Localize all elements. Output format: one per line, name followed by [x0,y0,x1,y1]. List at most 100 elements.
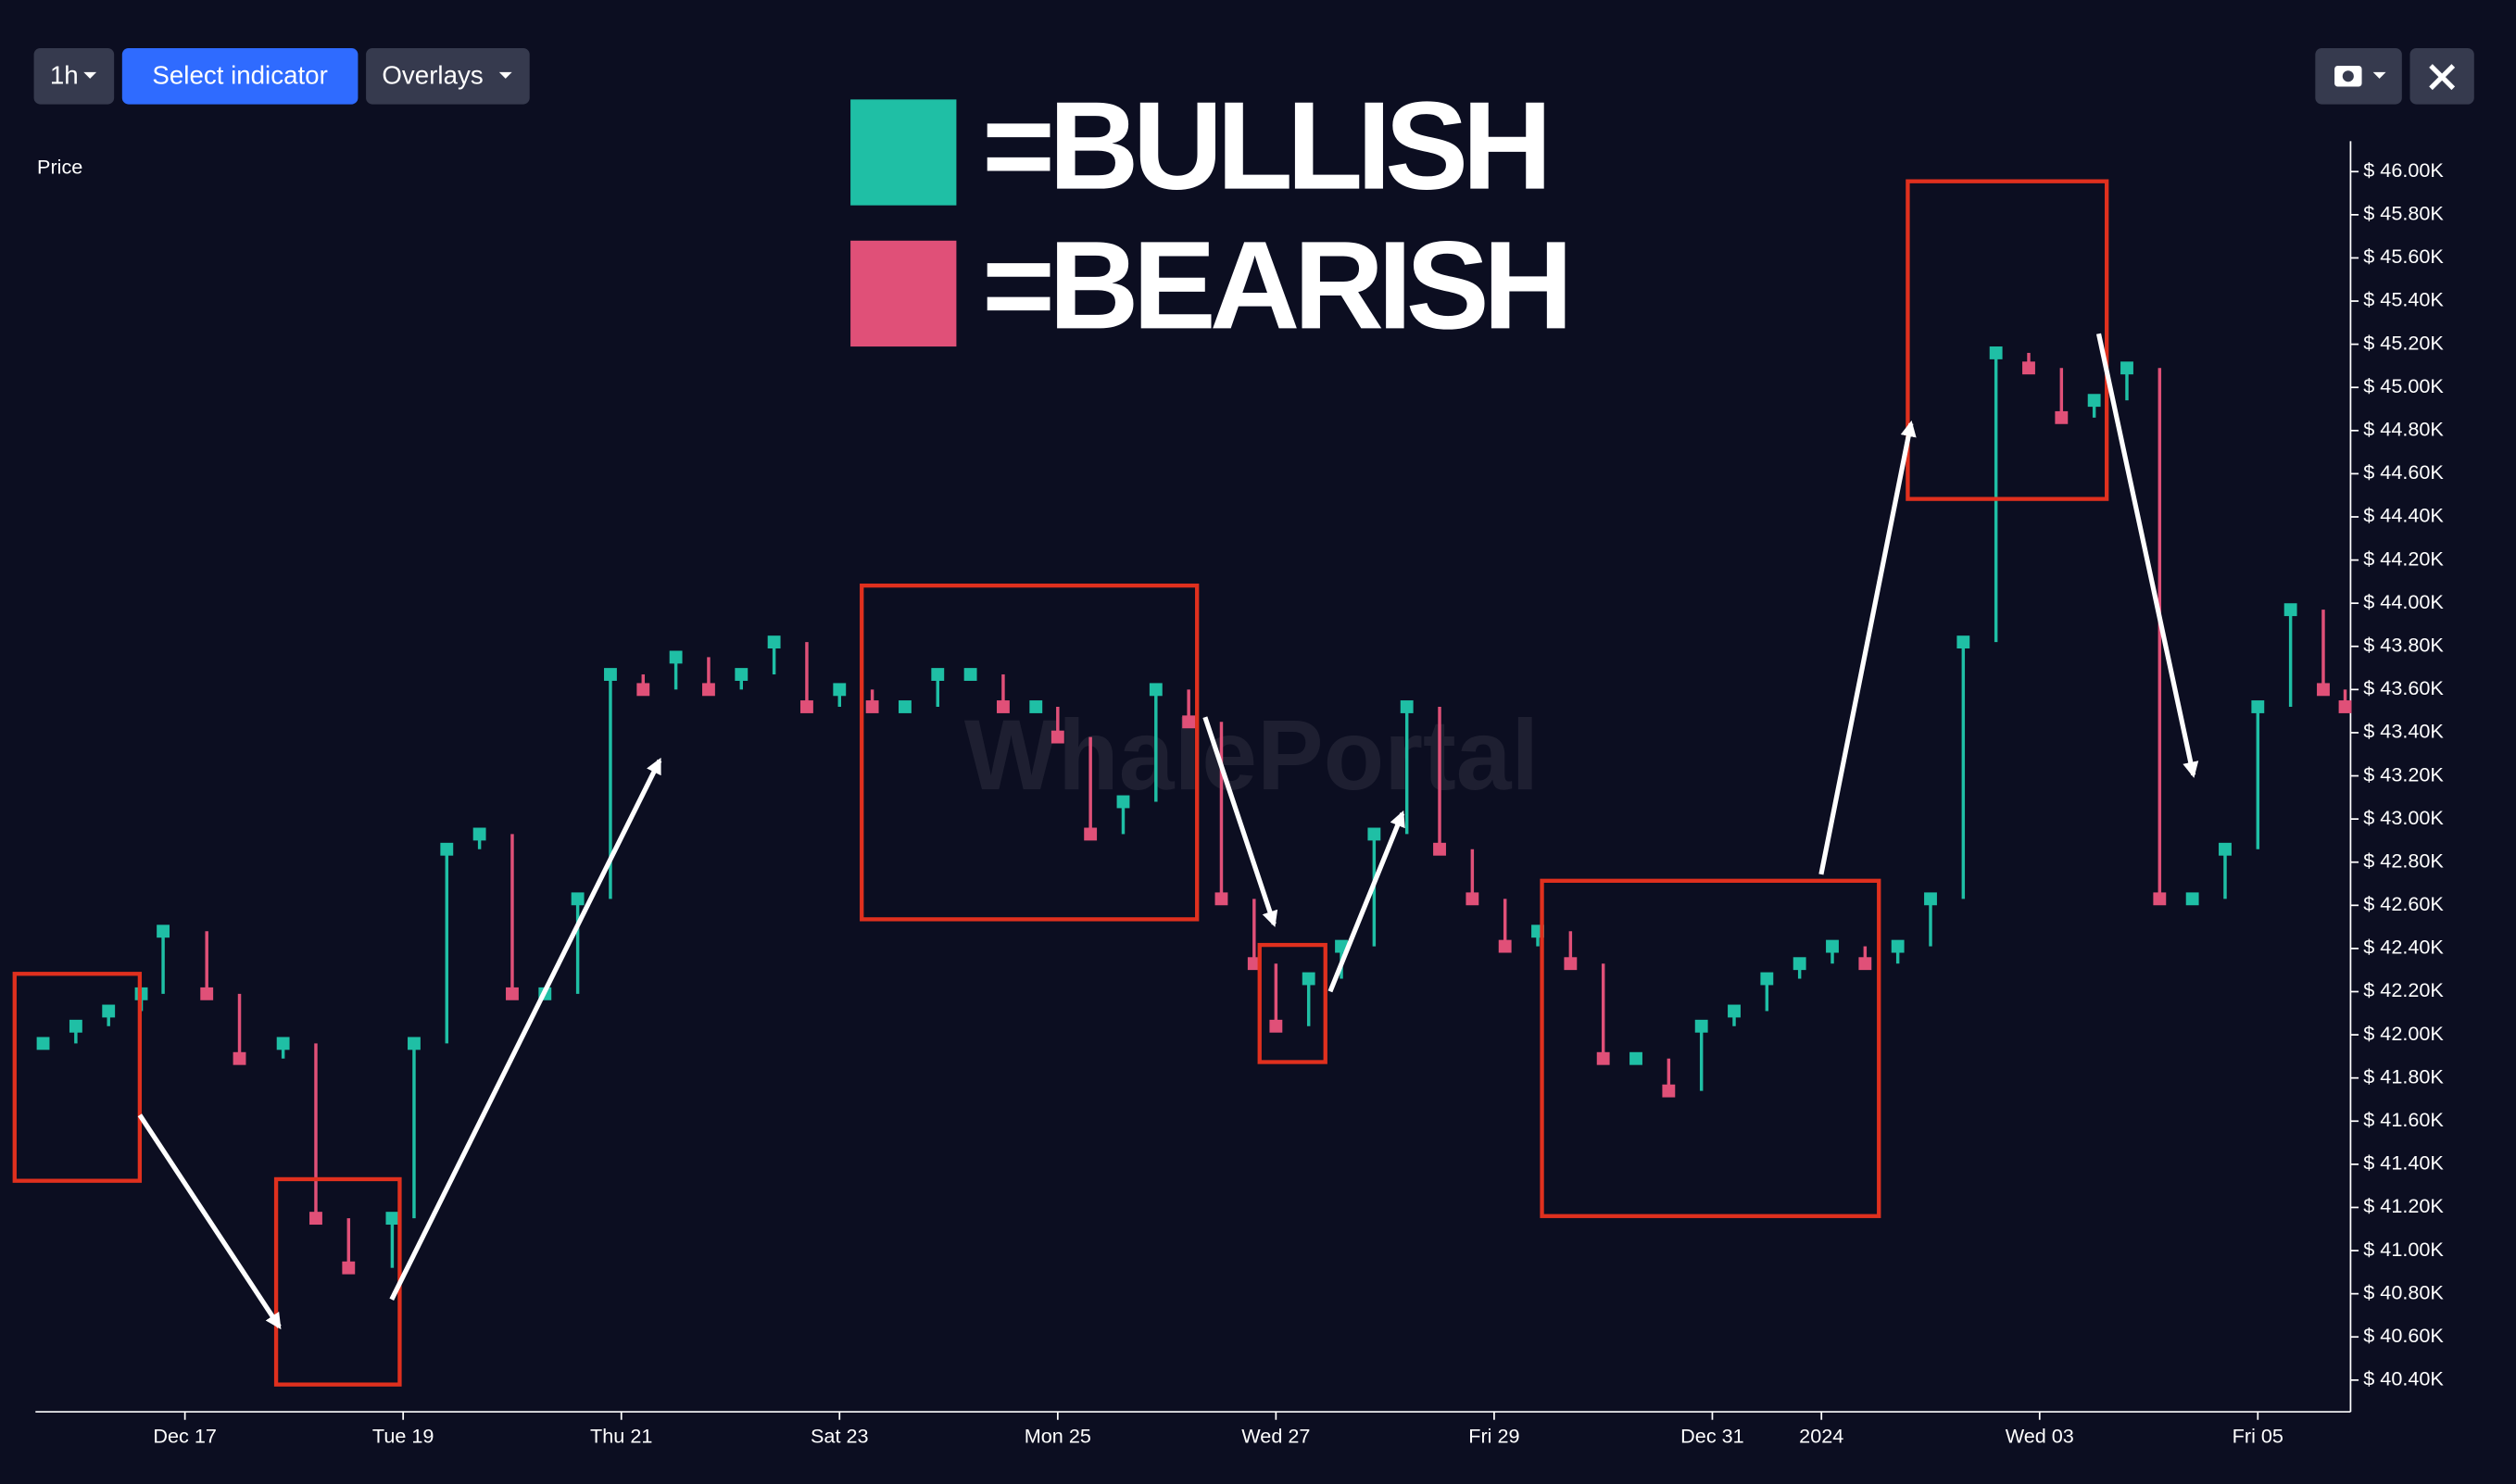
x-tick-label: Tue 19 [372,1424,434,1447]
price-marker [1858,957,1872,971]
price-marker [1116,795,1130,809]
annotation-arrows [137,333,2199,1330]
price-marker [833,683,847,697]
y-tick-label: $ 43.40K [2363,720,2444,743]
price-marker [1924,892,1937,906]
legend-swatch [850,240,957,347]
price-marker [2153,892,2167,906]
price-marker [1433,842,1446,856]
indicator-button[interactable]: Select indicator [121,47,359,105]
price-marker [440,842,454,856]
x-tick-label: Mon 25 [1025,1424,1091,1447]
plot [36,346,2352,1275]
price-marker [1498,939,1512,953]
arrow [2095,333,2199,778]
legend-label: =BULLISH [982,76,1546,216]
price-marker [200,987,214,1000]
y-tick-label: $ 43.20K [2363,762,2444,786]
y-tick-label: $ 42.80K [2363,849,2444,872]
price-marker [2185,892,2199,906]
x-tick-label: Dec 31 [1680,1424,1744,1447]
price-marker [157,924,170,938]
button-bg [366,47,530,105]
price-marker [2283,603,2297,617]
price-marker [1400,700,1414,713]
overlays-button[interactable]: Overlays [366,47,530,105]
x-tick-label: Wed 03 [2006,1424,2074,1447]
price-marker [506,987,519,1000]
price-marker [1269,1019,1283,1033]
y-axis-title: Price [37,156,82,179]
price-marker [636,683,650,697]
legend-swatch [850,99,957,206]
y-tick-label: $ 40.80K [2363,1280,2444,1303]
price-marker [899,700,912,713]
button-label: Overlays [382,60,483,89]
price-marker [1247,957,1261,971]
screenshot-button[interactable] [2315,47,2402,105]
arrow [1818,420,1917,875]
price-marker [2055,410,2069,424]
y-tick-label: $ 45.60K [2363,245,2444,268]
y-tick-label: $ 44.20K [2363,547,2444,570]
price-marker [1596,1051,1610,1065]
y-tick-label: $ 45.00K [2363,374,2444,397]
camera-lens [2342,70,2354,82]
price-marker [1694,1019,1708,1033]
price-marker [1084,827,1098,841]
caret [498,71,512,79]
price-marker [2120,361,2133,375]
y-tick-label: $ 41.20K [2363,1194,2444,1217]
y-tick-label: $ 42.40K [2363,936,2444,959]
price-marker [342,1261,356,1275]
button-label: 1h [50,60,79,89]
price-marker [1956,635,1970,649]
interval-button[interactable]: 1h [33,47,115,105]
price-marker [997,700,1010,713]
button-label: Select indicator [152,60,327,89]
price-marker [36,1037,50,1050]
y-tick-label: $ 43.80K [2363,633,2444,656]
price-marker [963,668,977,681]
button-bg [33,47,115,105]
price-marker [1564,957,1578,971]
price-marker [1662,1084,1676,1098]
expand-icon [2429,64,2456,91]
price-marker [1302,972,1315,986]
x-tick-label: Thu 21 [590,1424,652,1447]
price-marker [276,1037,290,1050]
x-tick-label: Wed 27 [1241,1424,1310,1447]
price-marker [1466,892,1479,906]
price-marker [309,1212,322,1226]
price-marker [1149,683,1163,697]
price-marker [1214,892,1228,906]
legend-label: =BEARISH [982,215,1566,355]
y-tick-label: $ 40.40K [2363,1367,2444,1390]
price-marker [408,1037,421,1050]
price-marker [233,1051,246,1065]
price-marker [2251,700,2265,713]
price-marker [1728,1004,1741,1018]
x-tick-label: Fri 05 [2233,1424,2283,1447]
highlight-box [1906,179,2109,501]
caret [2372,71,2386,79]
price-marker [865,700,879,713]
caret [83,71,97,79]
price-marker [931,668,945,681]
y-tick-label: $ 43.00K [2363,806,2444,829]
y-tick-label: $ 46.00K [2363,158,2444,182]
fullscreen-button[interactable] [2409,47,2474,105]
y-tick-label: $ 43.60K [2363,676,2444,699]
price-marker [800,700,813,713]
watermark: WhalePortal [964,699,1539,811]
arrow [389,757,662,1301]
y-tick-label: $ 44.60K [2363,460,2444,484]
x-tick-label: Dec 17 [153,1424,217,1447]
highlight-box [1540,878,1881,1218]
price-marker [604,668,617,681]
price-marker [1050,730,1064,744]
highlight-box [1257,942,1327,1064]
y-tick-label: $ 41.00K [2363,1238,2444,1261]
y-tick-label: $ 42.00K [2363,1022,2444,1045]
